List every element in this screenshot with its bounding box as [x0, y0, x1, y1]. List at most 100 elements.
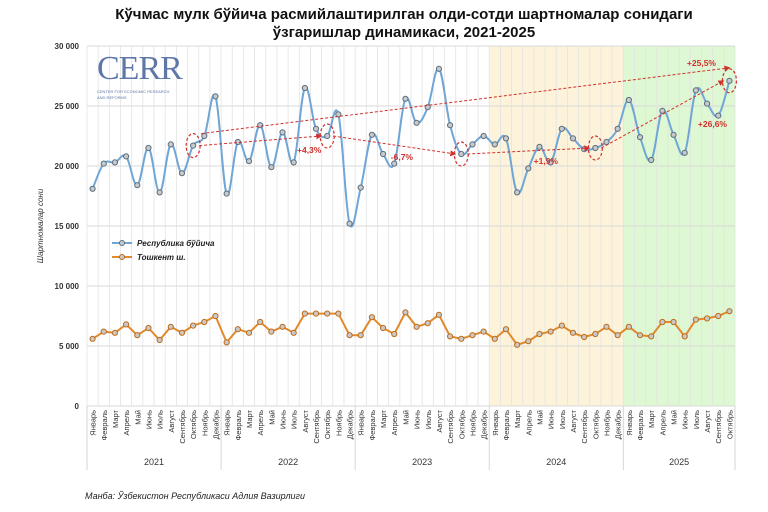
data-point: [290, 329, 297, 336]
data-point: [514, 189, 521, 196]
data-point: [547, 159, 554, 166]
data-point: [301, 310, 308, 317]
data-point: [268, 164, 275, 171]
x-tick-label: Июль: [424, 410, 433, 429]
x-tick-label: Март: [245, 409, 254, 428]
data-point: [625, 96, 632, 104]
x-tick-label: Октябрь: [323, 410, 332, 439]
data-point: [268, 328, 275, 335]
x-tick-label: Август: [703, 409, 712, 432]
x-tick-label: Март: [647, 409, 656, 428]
data-point: [614, 125, 621, 132]
data-point: [123, 153, 130, 160]
data-point: [435, 311, 443, 318]
change-label: +1,9%: [534, 156, 559, 166]
x-tick-label: Январь: [357, 410, 366, 436]
legend-marker: [119, 254, 125, 260]
data-point: [648, 333, 655, 340]
x-tick-label: Ноябрь: [468, 410, 477, 436]
x-tick-label: Октябрь: [591, 410, 600, 439]
data-point: [458, 150, 465, 158]
x-tick-label: Январь: [625, 410, 634, 436]
data-point: [167, 323, 174, 330]
y-tick-label: 15 000: [55, 222, 80, 231]
data-point: [502, 326, 510, 333]
data-point: [279, 129, 286, 136]
data-point: [670, 131, 677, 138]
x-tick-label: Июнь: [413, 410, 422, 429]
data-point: [234, 326, 241, 333]
chart-title: Кўчмас мулк бўйича расмийлаштирилган олд…: [0, 6, 768, 42]
x-tick-label: Октябрь: [457, 410, 466, 439]
x-tick-label: Январь: [491, 410, 500, 436]
data-point: [581, 333, 588, 341]
logo-subtitle: CENTER FOR ECONOMIC RESEARCH AND REFORMS: [97, 89, 170, 100]
x-tick-label: Апрель: [390, 410, 399, 436]
data-point: [681, 149, 688, 156]
y-axis-label: Шартномалар сони: [36, 188, 45, 263]
data-point: [190, 322, 197, 329]
data-point: [458, 335, 465, 342]
data-point: [379, 324, 387, 332]
source-note: Манба: Ўзбекистон Республикаси Адлия Ваз…: [85, 491, 305, 501]
data-point: [245, 158, 253, 165]
x-tick-label: Июль: [290, 410, 299, 429]
x-tick-label: Октябрь: [725, 410, 734, 439]
legend-label: Республика бўйича: [137, 239, 215, 248]
x-tick-label: Февраль: [636, 410, 645, 441]
data-point: [156, 189, 163, 196]
x-tick-label: Июнь: [279, 410, 288, 429]
data-point: [447, 122, 454, 129]
data-point: [134, 332, 141, 339]
data-point: [469, 141, 476, 148]
data-point: [190, 142, 197, 149]
data-point: [502, 135, 510, 142]
data-point: [312, 125, 320, 132]
data-point: [435, 65, 443, 72]
x-tick-label: Сентябрь: [178, 410, 187, 444]
x-tick-label: Октябрь: [189, 410, 198, 439]
y-tick-label: 0: [75, 402, 80, 411]
change-arrow: [201, 65, 731, 135]
x-tick-label: Май: [401, 410, 410, 425]
data-point: [491, 335, 498, 342]
data-point: [659, 318, 666, 326]
data-point: [100, 328, 107, 335]
y-tick-label: 5 000: [59, 342, 80, 351]
x-tick-label: Апрель: [658, 410, 667, 436]
data-point: [536, 143, 543, 150]
data-point: [111, 159, 119, 166]
change-arrow: [199, 133, 323, 147]
data-point: [614, 332, 621, 339]
data-point: [413, 119, 420, 126]
data-point: [346, 332, 353, 339]
data-point: [525, 165, 532, 172]
data-point: [447, 333, 454, 340]
x-tick-label: Ноябрь: [334, 410, 343, 436]
data-point: [603, 323, 610, 330]
x-tick-label: Июнь: [144, 410, 153, 429]
year-label: 2025: [669, 457, 689, 467]
x-tick-label: Май: [670, 410, 679, 425]
x-tick-label: Май: [535, 410, 544, 425]
data-point: [648, 156, 655, 164]
data-point: [402, 95, 409, 102]
x-tick-label: Сентябрь: [312, 410, 321, 444]
data-point: [212, 93, 219, 100]
data-point: [625, 323, 632, 330]
x-tick-label: Август: [167, 409, 176, 432]
data-point: [715, 112, 722, 119]
data-point: [391, 160, 398, 167]
data-point: [692, 87, 699, 94]
data-point: [111, 329, 119, 336]
data-point: [357, 184, 364, 191]
data-point: [681, 333, 688, 340]
data-point: [89, 335, 96, 342]
data-point: [178, 170, 186, 177]
y-tick-label: 10 000: [55, 282, 80, 291]
data-point: [145, 324, 152, 332]
data-point: [581, 146, 588, 153]
data-point: [379, 150, 387, 158]
data-point: [223, 190, 230, 197]
